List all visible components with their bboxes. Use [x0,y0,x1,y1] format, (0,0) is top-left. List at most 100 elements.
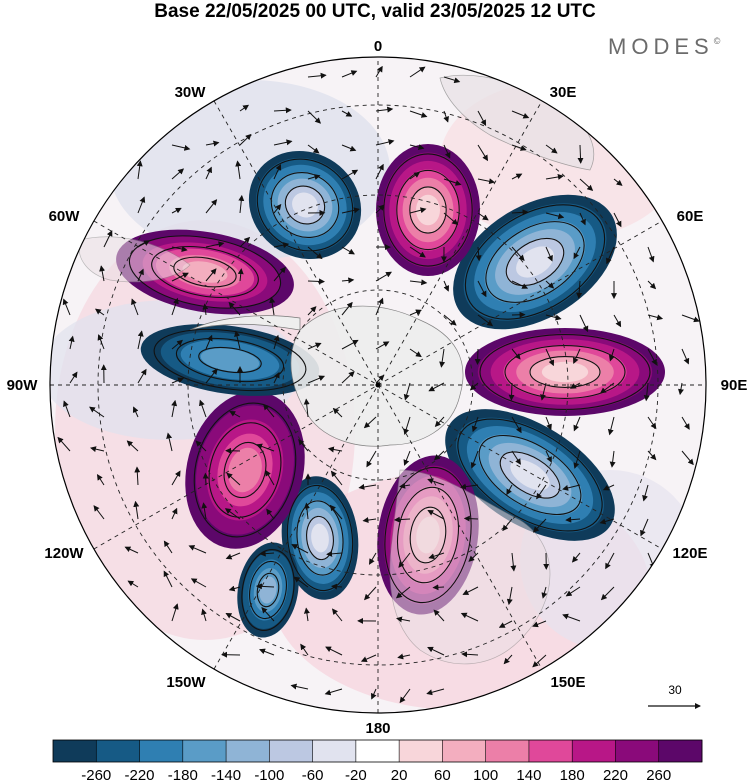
wind-vector [341,110,353,117]
wind-vector [137,368,147,384]
wind-vector [427,510,445,520]
wind-vector [307,342,322,350]
contour-lines [128,153,651,631]
wind-vector [269,296,276,316]
anomaly-cell-south-150w-negative [237,542,299,638]
wind-vector [403,416,411,435]
wind-vector [599,518,615,525]
colorbar-frame [52,739,703,763]
wind-vector [511,348,521,360]
wind-vector [360,654,377,662]
wind-vector [307,306,317,316]
contour-line [173,256,237,288]
wind-vector [677,382,684,396]
wind-vector [647,348,657,366]
wind-vector [443,144,451,159]
shading-level [541,361,589,383]
wind-vector [171,507,178,520]
wind-vector [225,613,241,622]
contour-line [478,434,582,516]
wind-vector [511,209,529,216]
wind-vector [293,576,309,588]
wind-vector [511,110,530,119]
wind-vector [511,416,522,434]
south-america-landmass [78,236,191,283]
wind-vector [137,268,144,282]
wind-vector [460,612,479,622]
wind-vector [263,403,275,418]
wind-vector [202,472,209,486]
wind-vector [463,515,479,522]
contour-set [479,334,651,410]
contour-set [153,328,307,392]
contour-line [529,356,601,388]
wind-vector [541,586,548,599]
wind-vector [511,450,521,465]
wind-vector [562,613,581,622]
colorbar-swatch [269,740,313,762]
wind-vector [545,144,558,154]
wind-vector [124,546,139,554]
wind-vector [370,688,377,700]
map-disc [50,57,706,713]
wind-vector [545,348,555,367]
shading-level [311,523,329,553]
contour-line [464,204,606,320]
wind-vector [256,443,275,452]
colorbar-tick-label: -140 [211,767,241,783]
wind-vector [428,382,445,392]
contour-line [256,158,354,252]
wind-vector [460,483,479,490]
wind-vector [409,246,426,258]
wind-vector [136,160,143,180]
wind-vector [229,411,241,418]
wind-vector [134,466,141,486]
wind-vector [171,207,182,214]
wind-vector [341,339,359,350]
wind-vector [602,484,615,491]
wind-vector [171,339,183,350]
map-title: Base 22/05/2025 00 UTC, valid 23/05/2025… [154,1,596,22]
wind-vector [409,66,426,78]
wind-vector [375,297,384,316]
wind-vector [63,400,71,418]
wind-vector [508,382,515,401]
anomaly-cell-north-30w-negative [248,150,362,260]
contour-set [457,418,603,532]
wind-vector [290,683,309,690]
pole-marker [375,382,381,388]
wind-vector [327,446,343,453]
wind-vector [188,545,207,554]
wind-vector [613,178,623,186]
wind-vector [642,484,649,502]
wind-vector [199,399,207,418]
wind-vector [647,280,657,290]
contour-line [457,418,603,532]
colorbar-tick-label: -220 [125,767,155,783]
colorbar-swatch [485,740,530,762]
lon-label-90w: 90W [7,377,39,394]
wind-vector [647,246,655,263]
wind-vector [375,271,392,282]
wind-vector [171,399,178,418]
colorbar: -260 -220 -180 -140 -100 -60 -20 20 60 100 140 180 2… [52,739,703,783]
wind-vector [506,484,513,496]
wind-vector [434,416,445,428]
anomaly-cell-north-15e-positive [376,144,480,276]
wind-vector [427,646,445,656]
colorbar-swatch [572,740,616,762]
wind-vector [326,550,343,557]
wind-vector [133,500,140,520]
wind-vector [399,688,411,704]
wind-vector [433,450,445,461]
wind-vector [171,144,191,151]
wind-vector [201,608,207,622]
wind-vector [307,278,325,285]
colorbar-swatch [442,740,487,762]
lon-label-120e: 120E [672,545,707,562]
wind-vector [205,199,218,214]
contour-line [151,246,259,298]
wind-vector [307,174,321,180]
shading-level [416,194,440,226]
colorbar-swatch [139,740,184,762]
